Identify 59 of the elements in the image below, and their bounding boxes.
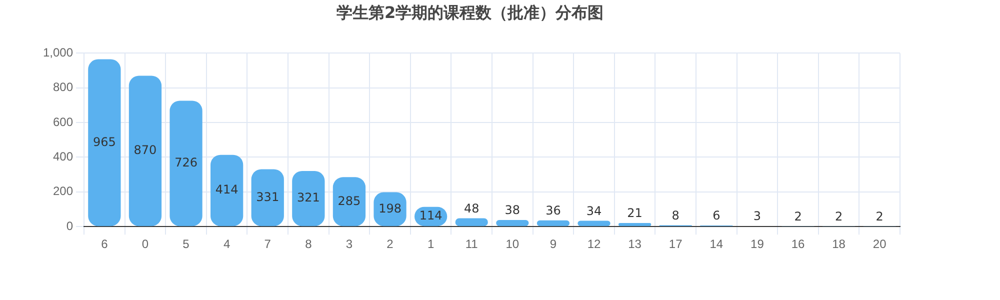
data-label: 2 bbox=[834, 209, 843, 224]
x-tick-label: 8 bbox=[305, 237, 312, 252]
y-tick-label: 1,000 bbox=[43, 46, 74, 60]
bar bbox=[128, 76, 162, 226]
x-tick-label: 18 bbox=[832, 237, 846, 252]
bar bbox=[455, 218, 488, 226]
data-label: 3 bbox=[753, 209, 762, 224]
data-label: 36 bbox=[546, 203, 561, 218]
data-label: 285 bbox=[338, 194, 361, 208]
x-tick-label: 3 bbox=[346, 237, 353, 252]
data-label: 870 bbox=[134, 143, 157, 158]
x-tick-label: 20 bbox=[872, 237, 887, 252]
x-tick-label: 17 bbox=[668, 237, 683, 252]
x-tick-label: 6 bbox=[101, 237, 108, 252]
x-tick-label: 14 bbox=[710, 237, 724, 252]
data-label: 38 bbox=[504, 203, 520, 218]
data-label: 726 bbox=[174, 156, 198, 170]
bar bbox=[210, 154, 244, 226]
bar bbox=[170, 100, 202, 226]
bar bbox=[292, 170, 325, 226]
data-label: 2 bbox=[794, 209, 802, 224]
x-tick-label: 2 bbox=[386, 237, 394, 252]
x-tick-label: 5 bbox=[182, 237, 190, 252]
bar bbox=[496, 220, 529, 226]
data-label: 6 bbox=[712, 208, 720, 223]
x-tick-label: 11 bbox=[465, 237, 478, 252]
x-tick-label: 10 bbox=[506, 237, 520, 252]
data-label: 34 bbox=[586, 204, 602, 218]
data-label: 21 bbox=[627, 206, 642, 220]
x-tick-label: 7 bbox=[264, 237, 272, 252]
data-label: 965 bbox=[92, 134, 116, 149]
x-tick-label: 12 bbox=[587, 237, 602, 252]
data-label: 321 bbox=[296, 190, 320, 205]
y-tick-label: 0 bbox=[66, 218, 74, 233]
bar bbox=[332, 177, 366, 226]
x-tick-label: 9 bbox=[550, 237, 557, 252]
bar bbox=[536, 220, 570, 226]
x-tick-label: 4 bbox=[223, 237, 230, 252]
y-tick-label: 600 bbox=[53, 114, 74, 129]
bar bbox=[618, 222, 652, 226]
bar bbox=[578, 220, 610, 226]
x-tick-label: 0 bbox=[142, 237, 149, 252]
x-tick-label: 16 bbox=[791, 237, 805, 252]
y-tick-label: 200 bbox=[53, 184, 74, 198]
y-tick-label: 400 bbox=[53, 150, 74, 164]
data-label: 2 bbox=[876, 209, 884, 224]
data-label: 48 bbox=[464, 201, 480, 216]
data-label: 414 bbox=[215, 182, 238, 197]
data-label: 8 bbox=[672, 208, 680, 222]
bar bbox=[88, 59, 121, 226]
data-label: 331 bbox=[256, 190, 280, 204]
x-tick-label: 13 bbox=[628, 237, 642, 252]
x-tick-label: 1 bbox=[427, 237, 434, 252]
bar bbox=[251, 169, 284, 226]
x-tick-label: 19 bbox=[750, 237, 764, 252]
data-label: 114 bbox=[419, 208, 442, 223]
data-label: 198 bbox=[378, 201, 402, 216]
chart-title: 学生第2学期的课程数（批准）分布图 bbox=[336, 2, 604, 22]
y-tick-label: 800 bbox=[53, 80, 74, 94]
